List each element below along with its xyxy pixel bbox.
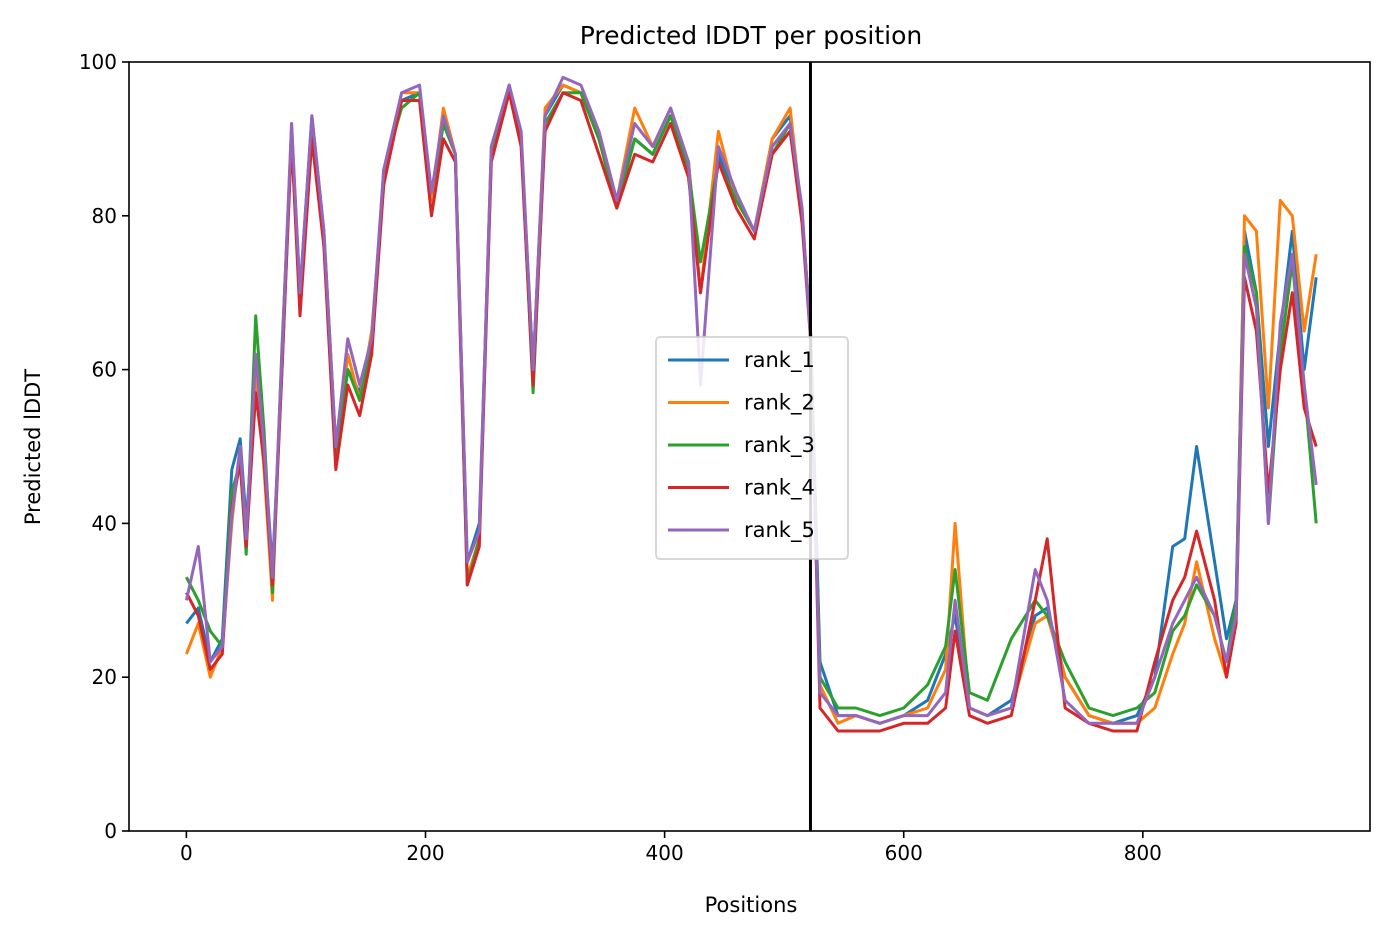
legend-label-rank_5: rank_5 [744, 518, 815, 543]
plot-frame [128, 61, 1371, 832]
x-tick-label: 200 [406, 841, 444, 865]
legend: rank_1 rank_2 rank_3 rank_4 rank_5 [655, 336, 849, 560]
legend-label-rank_2: rank_2 [744, 391, 815, 416]
axes [128, 61, 1371, 832]
y-axis-title: Predicted lDDT [21, 369, 45, 525]
chart-title: Predicted lDDT per position [580, 21, 922, 50]
x-tick-label: 600 [885, 841, 923, 865]
legend-label-rank_4: rank_4 [744, 476, 815, 501]
y-tick-label: 80 [92, 204, 117, 228]
y-tick-label: 0 [104, 819, 117, 843]
ticks: 0 200 400 600 800 0 20 40 60 80 100 [79, 50, 1162, 865]
y-tick-label: 40 [92, 511, 117, 535]
legend-label-rank_1: rank_1 [744, 348, 815, 373]
x-tick-label: 400 [646, 841, 684, 865]
y-tick-label: 100 [79, 50, 117, 74]
series-lines [184, 75, 1318, 733]
x-tick-label: 0 [180, 841, 193, 865]
legend-label-rank_3: rank_3 [744, 433, 815, 458]
series-line-rank_5 [184, 75, 1318, 725]
y-tick-label: 60 [92, 358, 117, 382]
y-tick-label: 20 [92, 665, 117, 689]
x-axis-title: Positions [705, 893, 798, 917]
x-tick-label: 800 [1124, 841, 1162, 865]
legend-box [655, 336, 849, 560]
